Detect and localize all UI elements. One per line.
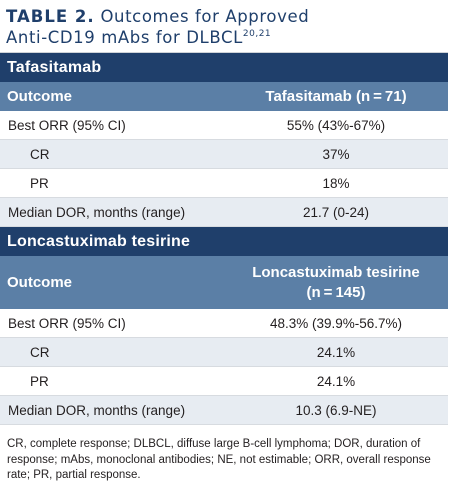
- table-row: CR 24.1%: [0, 338, 448, 367]
- row-label: Best ORR (95% CI): [8, 315, 126, 331]
- section-header-tafasitamab: Tafasitamab: [0, 53, 448, 82]
- table-footnote: CR, complete response; DLBCL, diffuse la…: [7, 438, 431, 481]
- row-label: Median DOR, months (range): [8, 204, 186, 220]
- title-line-2: Anti-CD19 mAbs for DLBCL: [6, 28, 243, 47]
- row-label: Best ORR (95% CI): [8, 117, 126, 133]
- row-label: CR: [30, 146, 50, 162]
- column-header-drug-n: (n = 145): [306, 283, 366, 301]
- row-value: 48.3% (39.9%-56.7%): [269, 315, 403, 331]
- column-header-drug-name: Loncastuximab tesirine: [252, 263, 420, 281]
- row-value: 55% (43%-67%): [286, 117, 386, 133]
- table-row: CR 37%: [0, 140, 448, 169]
- column-header-row: Outcome Tafasitamab (n = 71): [0, 82, 448, 111]
- row-value: 18%: [322, 175, 350, 191]
- section-header-loncastuximab: Loncastuximab tesirine: [0, 227, 448, 256]
- column-header-outcome: Outcome: [7, 88, 73, 105]
- outcomes-table: Tafasitamab Outcome Tafasitamab (n = 71)…: [0, 52, 448, 425]
- row-label: PR: [30, 373, 49, 389]
- table-row: Best ORR (95% CI) 55% (43%-67%): [0, 111, 448, 140]
- table-row: Median DOR, months (range) 21.7 (0-24): [0, 198, 448, 227]
- table-row: Best ORR (95% CI) 48.3% (39.9%-56.7%): [0, 309, 448, 338]
- table-title: TABLE 2. Outcomes for Approved Anti-CD19…: [0, 0, 456, 48]
- table-number: TABLE 2.: [6, 7, 95, 26]
- row-value: 24.1%: [316, 344, 356, 360]
- title-line-1: Outcomes for Approved: [100, 7, 310, 26]
- row-value: 21.7 (0-24): [302, 204, 370, 220]
- table-row: PR 18%: [0, 169, 448, 198]
- row-label: Median DOR, months (range): [8, 402, 186, 418]
- row-label: PR: [30, 175, 49, 191]
- row-value: 10.3 (6.9-NE): [295, 402, 377, 418]
- row-value: 37%: [322, 146, 350, 162]
- row-value: 24.1%: [316, 373, 356, 389]
- row-label: CR: [30, 344, 50, 360]
- table-row: Median DOR, months (range) 10.3 (6.9-NE): [0, 396, 448, 425]
- column-header-outcome: Outcome: [7, 274, 73, 291]
- column-header-drug: Tafasitamab (n = 71): [265, 87, 407, 105]
- table-row: PR 24.1%: [0, 367, 448, 396]
- column-header-row: Outcome Loncastuximab tesirine (n = 145): [0, 256, 448, 309]
- title-references: 20,21: [242, 29, 272, 39]
- column-header-drug: Loncastuximab tesirine (n = 145): [224, 263, 448, 303]
